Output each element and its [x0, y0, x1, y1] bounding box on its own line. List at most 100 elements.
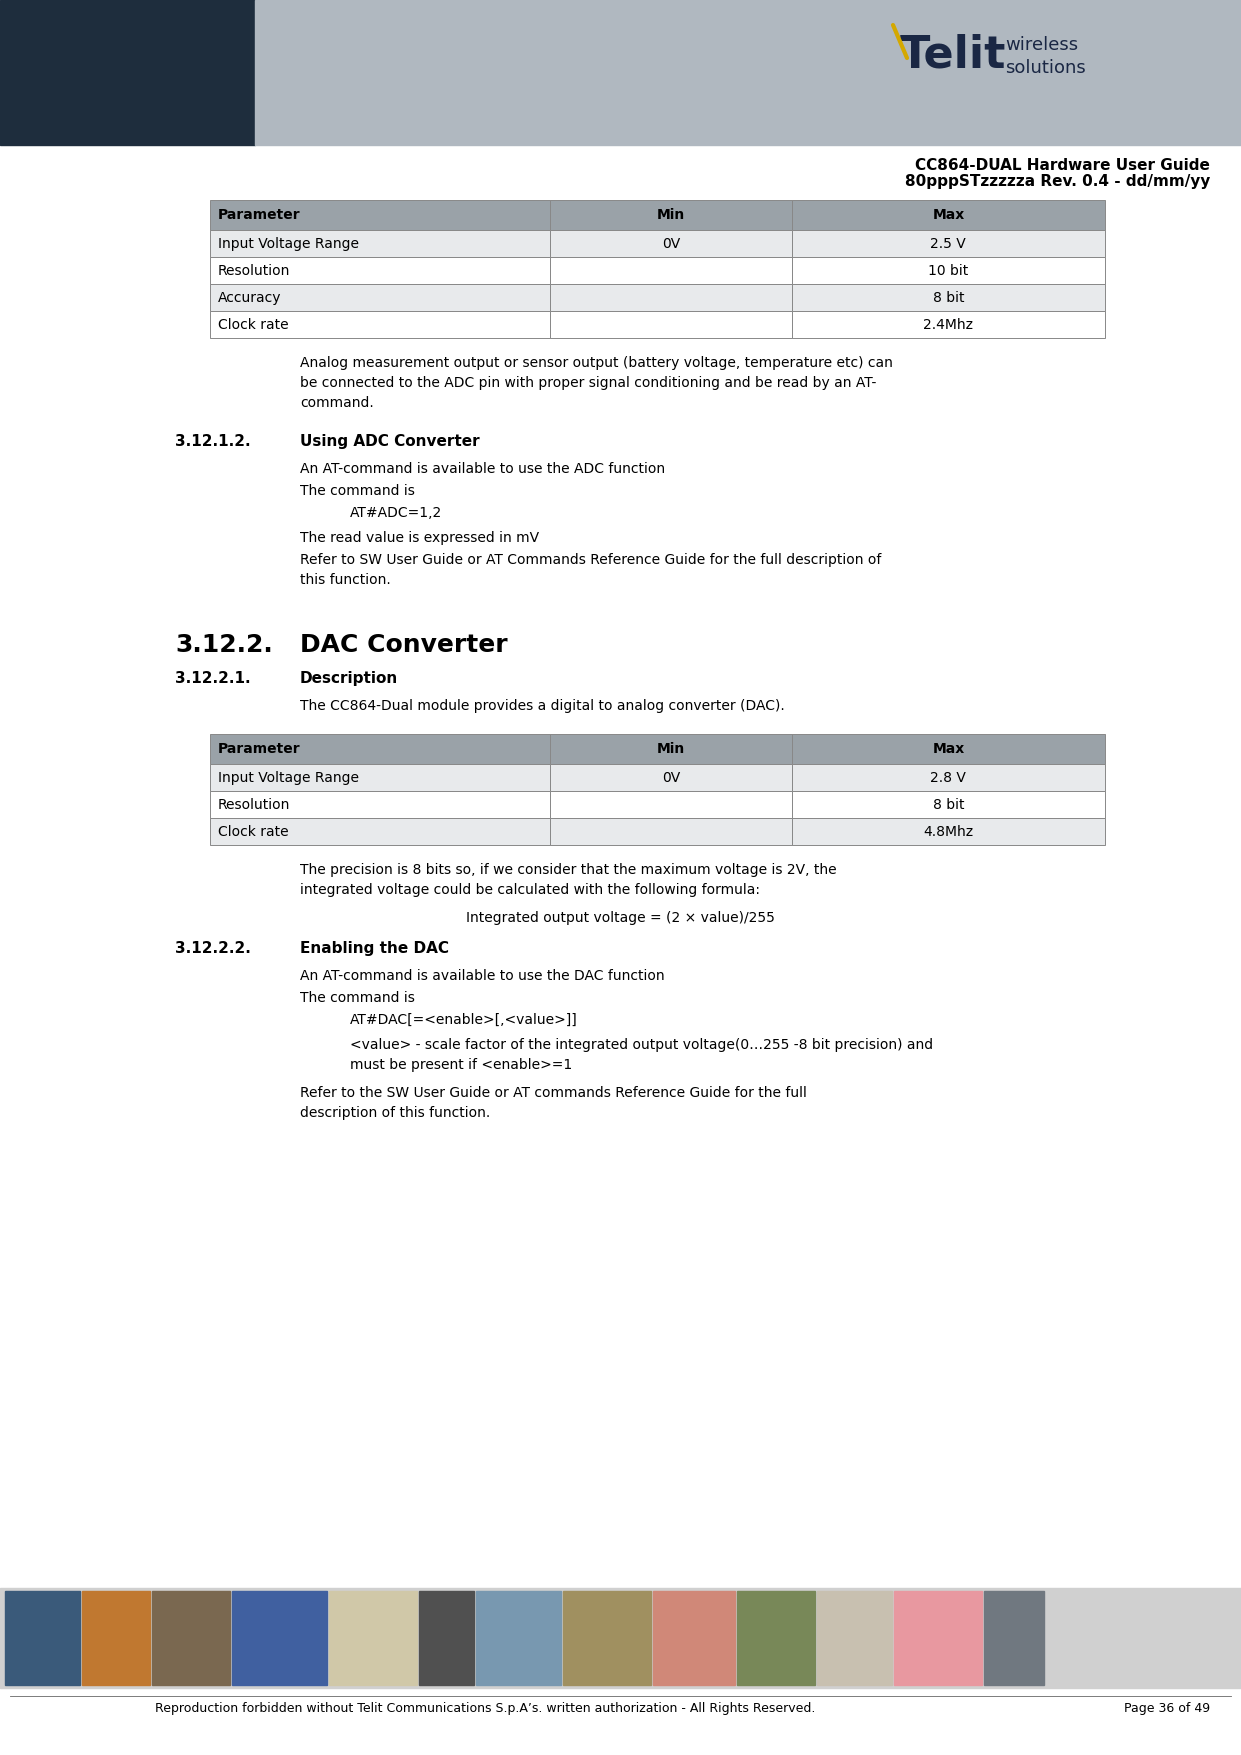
Text: 3.12.2.2.: 3.12.2.2.: [175, 941, 251, 956]
Bar: [550, 792, 792, 818]
Text: Input Voltage Range: Input Voltage Range: [218, 770, 359, 784]
Text: 4.8Mhz: 4.8Mhz: [923, 825, 973, 839]
Text: Enabling the DAC: Enabling the DAC: [300, 941, 449, 956]
Text: command.: command.: [300, 397, 374, 411]
Text: Accuracy: Accuracy: [218, 291, 282, 305]
Bar: [210, 763, 550, 792]
Text: The precision is 8 bits so, if we consider that the maximum voltage is 2V, the: The precision is 8 bits so, if we consid…: [300, 863, 836, 878]
Bar: [210, 200, 550, 230]
Bar: [550, 230, 792, 256]
Bar: [210, 734, 550, 763]
Bar: [210, 311, 550, 339]
Bar: [550, 763, 792, 792]
Text: Clock rate: Clock rate: [218, 318, 289, 332]
Text: An AT-command is available to use the DAC function: An AT-command is available to use the DA…: [300, 969, 665, 983]
Bar: [653, 1592, 735, 1685]
Bar: [254, 0, 1241, 146]
Text: 0V: 0V: [661, 770, 680, 784]
Text: solutions: solutions: [1005, 60, 1086, 77]
Text: this function.: this function.: [300, 572, 391, 586]
Text: 3.12.1.2.: 3.12.1.2.: [175, 433, 251, 449]
Text: Telit: Telit: [900, 33, 1006, 77]
Text: 3.12.2.: 3.12.2.: [175, 634, 273, 656]
Text: Min: Min: [656, 209, 685, 221]
Bar: [232, 1592, 326, 1685]
Text: Resolution: Resolution: [218, 263, 290, 277]
Bar: [210, 818, 550, 844]
Bar: [550, 818, 792, 844]
Bar: [550, 284, 792, 311]
Text: The command is: The command is: [300, 992, 414, 1006]
Text: Max: Max: [932, 742, 964, 756]
Text: 10 bit: 10 bit: [928, 263, 968, 277]
Bar: [792, 792, 1104, 818]
Bar: [563, 1592, 652, 1685]
Text: The CC864-Dual module provides a digital to analog converter (DAC).: The CC864-Dual module provides a digital…: [300, 698, 784, 713]
Text: Refer to SW User Guide or AT Commands Reference Guide for the full description o: Refer to SW User Guide or AT Commands Re…: [300, 553, 881, 567]
Text: 2.5 V: 2.5 V: [931, 237, 967, 251]
Text: Resolution: Resolution: [218, 797, 290, 811]
Bar: [792, 818, 1104, 844]
Text: Clock rate: Clock rate: [218, 825, 289, 839]
Text: AT#ADC=1,2: AT#ADC=1,2: [350, 505, 442, 519]
Text: Min: Min: [656, 742, 685, 756]
Bar: [817, 1592, 892, 1685]
Bar: [792, 734, 1104, 763]
Text: Reproduction forbidden without Telit Communications S.p.A’s. written authorizati: Reproduction forbidden without Telit Com…: [155, 1702, 815, 1715]
Bar: [210, 230, 550, 256]
Bar: [550, 311, 792, 339]
Text: An AT-command is available to use the ADC function: An AT-command is available to use the AD…: [300, 462, 665, 476]
Text: <value> - scale factor of the integrated output voltage(0…255 -8 bit precision) : <value> - scale factor of the integrated…: [350, 1037, 933, 1051]
Bar: [550, 200, 792, 230]
Bar: [737, 1592, 815, 1685]
Text: AT#DAC[=<enable>[,<value>]]: AT#DAC[=<enable>[,<value>]]: [350, 1013, 578, 1027]
Text: The command is: The command is: [300, 484, 414, 498]
Bar: [792, 763, 1104, 792]
Text: 3.12.2.1.: 3.12.2.1.: [175, 670, 251, 686]
Text: must be present if <enable>=1: must be present if <enable>=1: [350, 1058, 572, 1072]
Text: Analog measurement output or sensor output (battery voltage, temperature etc) ca: Analog measurement output or sensor outp…: [300, 356, 892, 370]
Text: Page 36 of 49: Page 36 of 49: [1124, 1702, 1210, 1715]
Text: Using ADC Converter: Using ADC Converter: [300, 433, 479, 449]
Bar: [5, 1592, 79, 1685]
Text: description of this function.: description of this function.: [300, 1106, 490, 1120]
Bar: [0, 1588, 1241, 1688]
Bar: [550, 734, 792, 763]
Bar: [0, 0, 254, 146]
Text: 2.4Mhz: 2.4Mhz: [923, 318, 973, 332]
Text: DAC Converter: DAC Converter: [300, 634, 508, 656]
Bar: [550, 256, 792, 284]
Text: 2.8 V: 2.8 V: [931, 770, 967, 784]
Bar: [82, 1592, 150, 1685]
Bar: [792, 230, 1104, 256]
Bar: [329, 1592, 417, 1685]
Text: wireless: wireless: [1005, 37, 1078, 54]
Text: Integrated output voltage = (2 × value)/255: Integrated output voltage = (2 × value)/…: [465, 911, 774, 925]
Bar: [792, 200, 1104, 230]
Text: Parameter: Parameter: [218, 742, 300, 756]
Bar: [477, 1592, 561, 1685]
Bar: [210, 256, 550, 284]
Text: be connected to the ADC pin with proper signal conditioning and be read by an AT: be connected to the ADC pin with proper …: [300, 376, 876, 390]
Bar: [792, 256, 1104, 284]
Bar: [210, 792, 550, 818]
Text: CC864-DUAL Hardware User Guide: CC864-DUAL Hardware User Guide: [915, 158, 1210, 174]
Text: integrated voltage could be calculated with the following formula:: integrated voltage could be calculated w…: [300, 883, 759, 897]
Bar: [151, 1592, 230, 1685]
Text: Max: Max: [932, 209, 964, 221]
Text: 8 bit: 8 bit: [933, 797, 964, 811]
Bar: [792, 284, 1104, 311]
Text: The read value is expressed in mV: The read value is expressed in mV: [300, 532, 539, 546]
Bar: [894, 1592, 982, 1685]
Text: Description: Description: [300, 670, 398, 686]
Text: Parameter: Parameter: [218, 209, 300, 221]
Bar: [792, 311, 1104, 339]
Bar: [419, 1592, 474, 1685]
Text: Refer to the SW User Guide or AT commands Reference Guide for the full: Refer to the SW User Guide or AT command…: [300, 1086, 807, 1100]
Text: 8 bit: 8 bit: [933, 291, 964, 305]
Text: 0V: 0V: [661, 237, 680, 251]
Text: 80pppSTzzzzza Rev. 0.4 - dd/mm/yy: 80pppSTzzzzza Rev. 0.4 - dd/mm/yy: [905, 174, 1210, 190]
Bar: [210, 284, 550, 311]
Bar: [984, 1592, 1044, 1685]
Text: Input Voltage Range: Input Voltage Range: [218, 237, 359, 251]
